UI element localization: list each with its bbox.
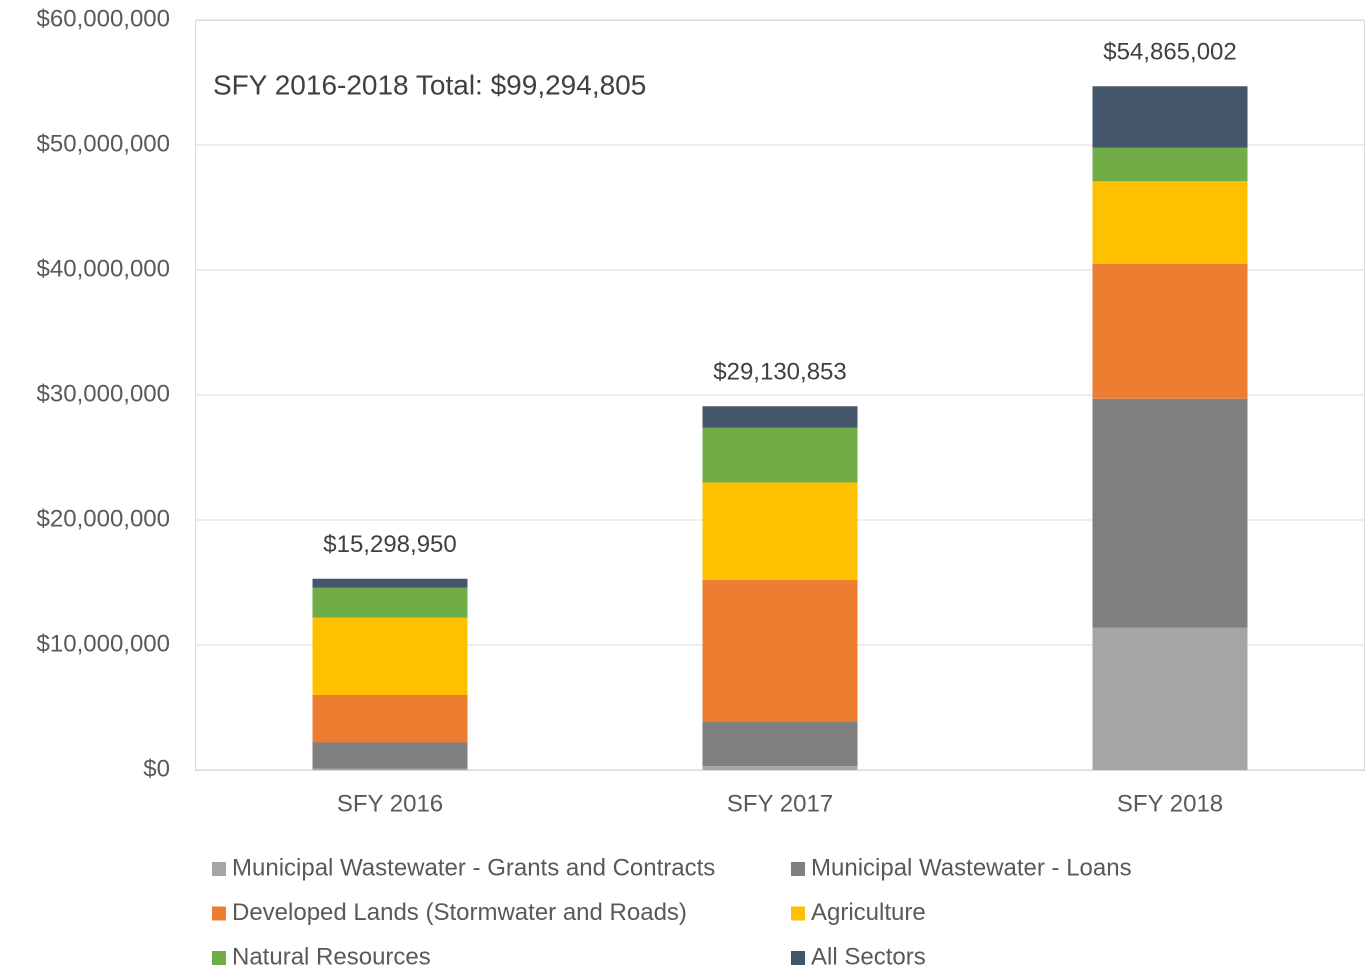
bar-segment bbox=[1092, 263, 1248, 399]
x-tick-label: SFY 2017 bbox=[727, 790, 833, 817]
y-tick-label: $10,000,000 bbox=[37, 630, 170, 657]
bar-segment bbox=[702, 427, 858, 483]
legend-label: Natural Resources bbox=[232, 943, 431, 970]
x-tick-label: SFY 2018 bbox=[1117, 790, 1223, 817]
bar-segment bbox=[1092, 627, 1248, 770]
bar-segment bbox=[702, 406, 858, 428]
bar-segment bbox=[312, 578, 468, 588]
total-label: $15,298,950 bbox=[323, 531, 456, 558]
y-tick-label: $40,000,000 bbox=[37, 255, 170, 282]
bar-segment bbox=[702, 721, 858, 767]
x-tick-label: SFY 2016 bbox=[337, 790, 443, 817]
legend-swatch bbox=[212, 906, 226, 921]
legend-swatch bbox=[791, 862, 805, 876]
bar-segment bbox=[702, 482, 858, 580]
y-tick-label: $30,000,000 bbox=[37, 380, 170, 407]
legend-swatch bbox=[791, 906, 805, 921]
bar-segment bbox=[312, 768, 468, 770]
bar-segment bbox=[312, 587, 468, 618]
legend-label: Developed Lands (Stormwater and Roads) bbox=[232, 899, 687, 926]
bar-segment bbox=[312, 742, 468, 769]
legend-swatch bbox=[212, 862, 226, 876]
legend-label: All Sectors bbox=[811, 943, 926, 970]
legend-swatch bbox=[791, 951, 805, 965]
bar-segment bbox=[312, 617, 468, 695]
legend-label: Municipal Wastewater - Loans bbox=[811, 854, 1132, 881]
bar-segment bbox=[312, 695, 468, 743]
bar-segment bbox=[1092, 398, 1248, 628]
bar-segment bbox=[1092, 147, 1248, 182]
bar-segment bbox=[1092, 181, 1248, 264]
y-tick-label: $20,000,000 bbox=[37, 505, 170, 532]
legend-label: Agriculture bbox=[811, 899, 926, 926]
total-label: $29,130,853 bbox=[713, 359, 846, 386]
y-tick-label: $60,000,000 bbox=[37, 5, 170, 32]
legend-swatch bbox=[212, 951, 226, 965]
bar-segment bbox=[702, 580, 858, 722]
legend-label: Municipal Wastewater - Grants and Contra… bbox=[232, 854, 715, 881]
total-label: $54,865,002 bbox=[1103, 39, 1236, 66]
annotation: SFY 2016-2018 Total: $99,294,805 bbox=[213, 69, 646, 100]
y-tick-label: $0 bbox=[143, 755, 170, 782]
bar-segment bbox=[702, 766, 858, 770]
y-tick-label: $50,000,000 bbox=[37, 130, 170, 157]
bar-segment bbox=[1092, 86, 1248, 148]
